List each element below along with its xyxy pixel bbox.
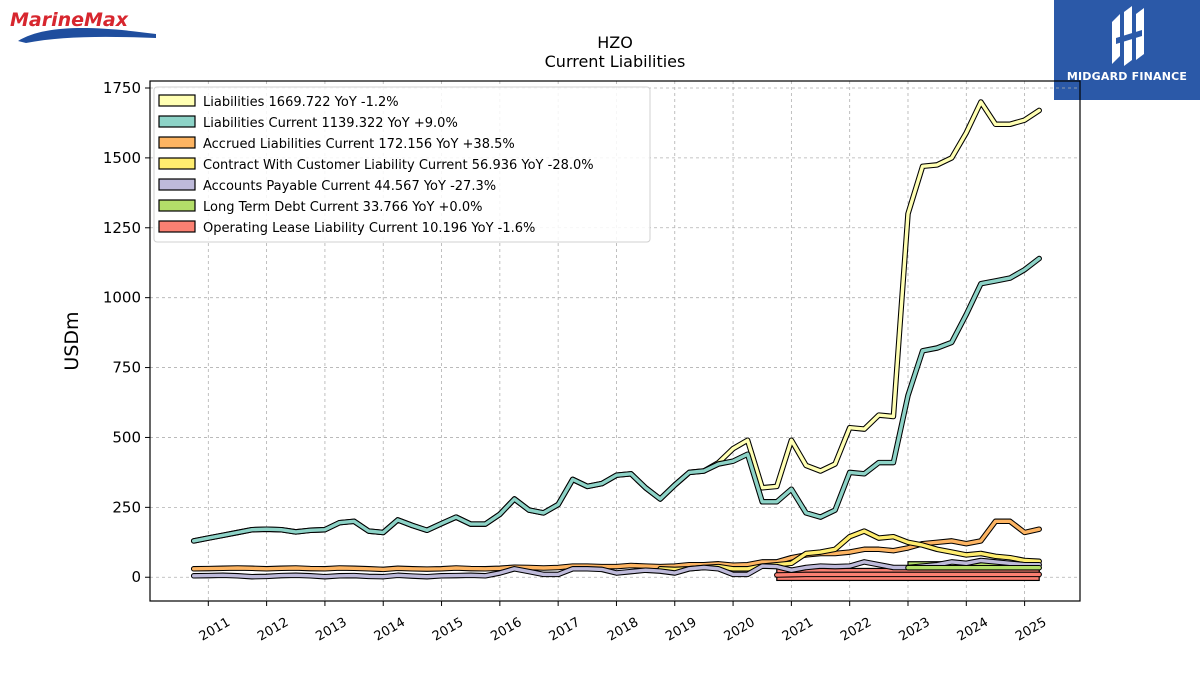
x-axis: 2011 2012 2013 2014 2015 2016 2017 2018 2019 2020… (197, 601, 1049, 644)
x-tick-label: 2021 (780, 615, 816, 645)
legend-label: Contract With Customer Liability Current… (203, 158, 594, 173)
series-lines (190, 99, 1042, 580)
y-axis-label: USDm (61, 311, 83, 370)
x-tick-label: 2011 (197, 615, 233, 645)
legend-label: Accrued Liabilities Current 172.156 YoY … (203, 137, 515, 152)
series-line (192, 256, 1041, 543)
chart-title: HZO (597, 33, 633, 52)
x-tick-label: 2018 (605, 615, 641, 645)
legend-swatch (158, 157, 196, 170)
x-tick-label: 2023 (896, 615, 932, 645)
y-tick-label: 1250 (103, 219, 141, 237)
legend-swatch (158, 136, 196, 149)
x-tick-label: 2022 (838, 615, 874, 645)
plot-frame (149, 80, 1081, 602)
midgard-finance-text: MIDGARD FINANCE (1066, 70, 1188, 83)
y-tick-label: 1750 (103, 79, 141, 97)
legend-swatch (158, 199, 196, 212)
marinemax-swoosh (18, 28, 156, 43)
series-line (192, 558, 1041, 579)
midgard-emblem-icon (1112, 6, 1144, 66)
legend-label: Accounts Payable Current 44.567 YoY -27.… (203, 179, 496, 194)
y-tick-label: 250 (112, 498, 141, 516)
x-tick-label: 2012 (255, 615, 291, 645)
y-tick-label: 1500 (103, 149, 141, 167)
legend-swatch (158, 220, 196, 233)
legend-label: Liabilities Current 1139.322 YoY +9.0% (203, 116, 458, 131)
legend-label: Liabilities 1669.722 YoY -1.2% (203, 95, 399, 110)
x-tick-label: 2015 (430, 615, 466, 645)
x-tick-label: 2019 (663, 615, 699, 645)
marinemax-logo-text: MarineMax (10, 9, 129, 31)
legend-swatch (158, 178, 196, 191)
y-tick-label: 1000 (103, 289, 141, 307)
marinemax-logo: MarineMax (10, 9, 156, 43)
x-tick-label: 2020 (722, 615, 758, 645)
legend-label: Long Term Debt Current 33.766 YoY +0.0% (203, 200, 482, 215)
midgard-finance-logo: MIDGARD FINANCE (1054, 0, 1200, 100)
chart-subtitle: Current Liabilities (544, 52, 686, 71)
x-tick-label: 2016 (488, 615, 524, 645)
y-tick-label: 750 (112, 359, 141, 377)
series-line (658, 529, 1041, 572)
legend-box (153, 86, 651, 243)
x-tick-label: 2013 (313, 615, 349, 645)
x-tick-label: 2025 (1013, 615, 1049, 645)
y-axis: 0 250 500 750 1000 1250 1500 1750 (103, 79, 150, 586)
x-tick-label: 2017 (547, 615, 583, 645)
series-line (192, 519, 1041, 572)
series-line (775, 572, 1041, 577)
legend-swatch (158, 115, 196, 128)
legend: Liabilities 1669.722 YoY -1.2% Liabilitie… (153, 86, 651, 243)
x-tick-label: 2014 (372, 615, 408, 645)
y-tick-label: 500 (112, 428, 141, 446)
y-tick-label: 0 (131, 568, 141, 586)
legend-swatch (158, 94, 196, 107)
x-tick-label: 2024 (955, 615, 991, 645)
legend-label: Operating Lease Liability Current 10.196… (203, 221, 535, 236)
